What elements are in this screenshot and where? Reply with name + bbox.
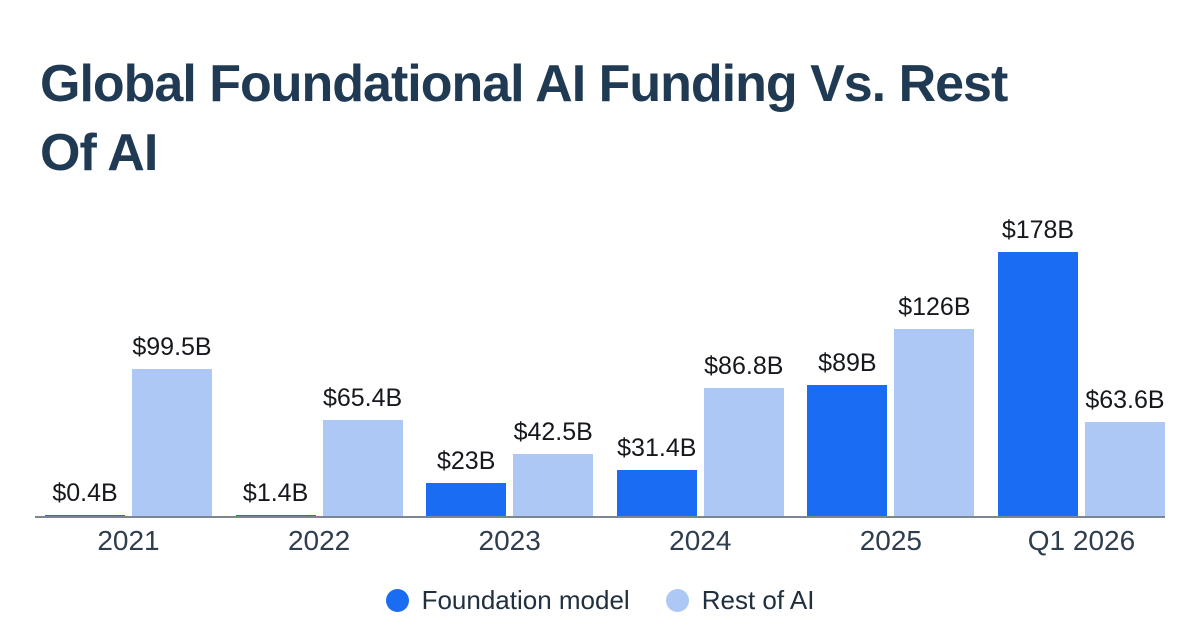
bar-value-label: $31.4B [617, 434, 697, 463]
bar-value-label: $0.4B [52, 479, 118, 507]
bar-value-label: $86.8B [704, 351, 784, 380]
chart-title-line1: Global Foundational AI Funding Vs. Rest [40, 55, 1008, 113]
bar-wrap: $0.4B [45, 479, 125, 517]
bar-wrap: $42.5B [513, 417, 594, 517]
legend-label-foundation-model: Foundation model [421, 585, 630, 615]
bar-rest-of-ai-2021 [132, 368, 212, 517]
bar-value-label: $42.5B [513, 417, 593, 446]
bar-wrap: $1.4B [235, 478, 316, 517]
bar-wrap: $31.4B [616, 434, 697, 517]
x-axis-label-2025: 2025 [859, 525, 923, 556]
bar-foundation-model-q1-2026 [997, 252, 1078, 517]
bar-foundation-model-2022 [235, 514, 316, 517]
bar-wrap: $89B [807, 348, 888, 517]
legend-item-rest-of-ai: Rest of AI [665, 585, 815, 616]
bar-value-label: $89B [818, 348, 877, 377]
chart-title-line2: Of AI [40, 124, 158, 183]
legend-label-rest-of-ai: Rest of AI [701, 585, 815, 615]
bar-group-2025: $89B $126B [807, 293, 975, 517]
x-axis-label-2023: 2023 [478, 525, 541, 556]
x-axis-label-2024: 2024 [669, 525, 732, 556]
bar-rest-of-ai-2022 [322, 419, 403, 517]
x-axis-line [35, 516, 1165, 518]
x-axis-labels: 2021 2022 2023 2024 2025 Q1 2026 [45, 525, 1165, 557]
bar-wrap: $86.8B [703, 351, 784, 517]
x-axis-label-2022: 2022 [287, 525, 351, 556]
bar-group-2021: $0.4B $99.5B [45, 333, 212, 517]
bar-wrap: $23B [426, 446, 507, 517]
bar-foundation-model-2024 [616, 470, 697, 517]
bar-wrap: $65.4B [322, 383, 403, 517]
legend-item-foundation-model: Foundation model [385, 585, 630, 616]
legend: Foundation model Rest of AI [0, 585, 1200, 616]
foundation-model-swatch-icon [385, 589, 409, 612]
x-axis-label-q1-2026: Q1 2026 [1027, 525, 1136, 556]
bar-group-q1-2026: $178B $63.6B [997, 216, 1165, 517]
bar-rest-of-ai-q1-2026 [1084, 422, 1165, 517]
bar-groups: $0.4B $99.5B $1.4B $65.4B $23B $42.5B $31.4B $8… [45, 216, 1165, 517]
bar-group-2022: $1.4B $65.4B [235, 383, 403, 517]
bar-value-label: $178B [1001, 216, 1075, 244]
bar-chart-plot-area: $0.4B $99.5B $1.4B $65.4B $23B $42.5B $31.4B $8… [45, 216, 1165, 517]
rest-of-ai-swatch-icon [665, 589, 689, 612]
chart-title: Global Foundational AI Funding Vs. Rest O… [40, 50, 1008, 188]
bar-foundation-model-2025 [807, 384, 888, 517]
bar-wrap: $63.6B [1084, 386, 1165, 517]
bar-wrap: $178B [997, 216, 1078, 517]
bar-rest-of-ai-2025 [894, 329, 975, 517]
bar-foundation-model-2023 [426, 482, 507, 517]
bar-wrap: $126B [894, 293, 975, 517]
bar-value-label: $65.4B [322, 383, 403, 412]
bar-rest-of-ai-2023 [513, 453, 594, 517]
bar-rest-of-ai-2024 [703, 387, 784, 517]
bar-value-label: $126B [898, 293, 971, 322]
bar-group-2024: $31.4B $86.8B [616, 351, 784, 517]
x-axis-label-2021: 2021 [97, 525, 160, 556]
bar-value-label: $99.5B [132, 332, 212, 361]
bar-value-label: $63.6B [1085, 386, 1165, 415]
bar-value-label: $23B [436, 446, 496, 475]
bar-wrap: $99.5B [132, 333, 212, 517]
bar-value-label: $1.4B [242, 478, 309, 507]
bar-group-2023: $23B $42.5B [426, 417, 594, 517]
